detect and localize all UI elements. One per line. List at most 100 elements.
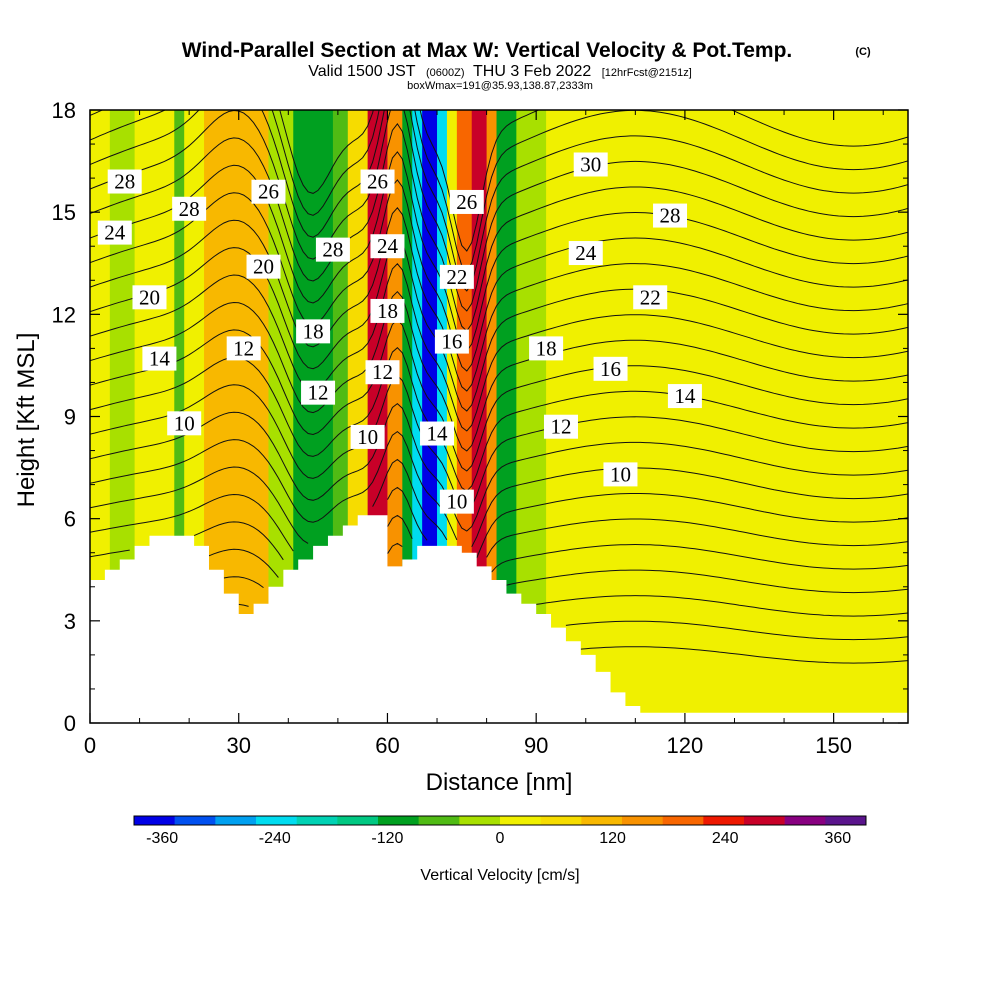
- y-tick-label: 9: [64, 405, 76, 430]
- theta-contour: [90, 402, 908, 532]
- contour-label-box: [543, 414, 578, 439]
- theta-contour: [238, 603, 908, 641]
- contour-label-text: 22: [640, 285, 661, 309]
- contour-label-box: [593, 356, 628, 381]
- velocity-band: [412, 110, 423, 723]
- contour-label-box: [573, 152, 608, 177]
- velocity-band: [684, 110, 735, 723]
- theta-contour: [90, 110, 908, 272]
- colorbar-tick-label: -120: [371, 830, 403, 847]
- contour-labels: 28 28 26 26 26 30 28 24 28 24 24 20 20 22 22 18 18 16 18 14…: [97, 152, 702, 514]
- colorbar-swatch: [703, 816, 745, 825]
- contour-label: 26: [251, 179, 286, 204]
- contour-label-box: [365, 360, 400, 385]
- valid-date: THU 3 Feb 2022: [473, 63, 591, 80]
- contour-label-box: [350, 424, 385, 449]
- x-tick-label: 0: [84, 733, 96, 758]
- contour-label: 24: [97, 220, 132, 245]
- contour-label-box: [296, 319, 331, 344]
- contour-label-box: [370, 234, 405, 259]
- contour-label-text: 24: [575, 241, 597, 265]
- contour-label-text: 14: [149, 347, 171, 371]
- colorbar: -360 -240 -120 0 120 240 360: [133, 815, 867, 847]
- contour-label-text: 26: [258, 180, 279, 204]
- contour-label: 12: [543, 414, 578, 439]
- theta-contour: [90, 207, 908, 392]
- copyright-mark: (C): [855, 46, 871, 58]
- contour-label-text: 10: [446, 490, 467, 514]
- contour-label: 14: [142, 346, 177, 371]
- contour-label-box: [226, 336, 261, 361]
- contour-label-text: 28: [114, 170, 135, 194]
- contour-label-text: 26: [456, 190, 477, 214]
- x-tick-label: 150: [815, 733, 852, 758]
- theta-contour: [90, 110, 908, 252]
- y-axis-label: Height [Kft MSL]: [13, 333, 40, 508]
- contour-label-text: 10: [357, 425, 378, 449]
- contour-label-box: [370, 298, 405, 323]
- contour-label-text: 18: [536, 336, 557, 360]
- contour-label-box: [529, 336, 564, 361]
- valid-time-line: Valid 1500 JST (0600Z) THU 3 Feb 2022 [1…: [308, 63, 692, 80]
- contour-label: 14: [667, 384, 702, 409]
- colorbar-swatch: [337, 816, 379, 825]
- velocity-band: [402, 110, 413, 723]
- contour-label: 12: [365, 360, 400, 385]
- x-axis-label: Distance [nm]: [426, 769, 573, 796]
- contour-label-box: [97, 220, 132, 245]
- theta-contour: [90, 290, 908, 452]
- contour-label-box: [301, 380, 336, 405]
- contour-label-text: 14: [674, 384, 696, 408]
- theta-contour: [90, 110, 908, 312]
- contour-label-box: [315, 237, 350, 262]
- contour-label-text: 16: [441, 330, 462, 354]
- valid-prefix: Valid 1500 JST: [308, 63, 416, 80]
- contour-label: 20: [246, 254, 281, 279]
- contour-label: 10: [350, 424, 385, 449]
- theta-contour: [580, 646, 908, 664]
- colorbar-label: Vertical Velocity [cm/s]: [420, 867, 579, 884]
- contour-label: 30: [573, 152, 608, 177]
- contour-label: 22: [633, 285, 668, 310]
- potential-temperature-contours: [90, 110, 908, 664]
- theta-contour: [90, 347, 908, 492]
- contour-label: 26: [360, 169, 395, 194]
- colorbar-swatch: [784, 816, 826, 825]
- contour-label-text: 12: [550, 415, 571, 439]
- contour-label-box: [107, 169, 142, 194]
- colorbar-swatch: [622, 816, 663, 825]
- velocity-band: [774, 110, 825, 723]
- colorbar-swatch: [378, 816, 419, 825]
- theta-contour: [90, 123, 908, 332]
- contour-label: 10: [167, 411, 202, 436]
- theta-contour: [90, 110, 908, 292]
- y-tick-label: 0: [64, 711, 76, 736]
- colorbar-tick-label: 120: [599, 830, 626, 847]
- colorbar-swatch: [215, 816, 257, 825]
- contour-label-box: [132, 285, 167, 310]
- contour-label-text: 16: [600, 357, 621, 381]
- colorbar-swatch: [744, 816, 785, 825]
- contour-label-box: [142, 346, 177, 371]
- colorbar-tick-label: -240: [259, 830, 291, 847]
- terrain-profile: [90, 515, 908, 723]
- contour-label-box: [439, 489, 474, 514]
- contour-label-box: [246, 254, 281, 279]
- colorbar-tick-label: 360: [824, 830, 851, 847]
- contour-label-box: [251, 179, 286, 204]
- theta-contour: [90, 374, 908, 512]
- theta-contour: [90, 179, 908, 372]
- colorbar-tick-label: 0: [496, 830, 505, 847]
- theta-contour: [90, 458, 908, 559]
- contour-label: 24: [568, 241, 603, 266]
- utc-time: (0600Z): [426, 67, 465, 79]
- contour-label-text: 18: [303, 319, 324, 343]
- colorbar-frame: [133, 815, 867, 826]
- y-tick-label: 15: [52, 200, 76, 225]
- colorbar-tick-label: -360: [146, 830, 178, 847]
- forecast-info: [12hrFcst@2151z]: [602, 67, 692, 79]
- contour-label-text: 12: [372, 360, 393, 384]
- contour-label-text: 20: [139, 285, 160, 309]
- contour-label-text: 20: [253, 255, 274, 279]
